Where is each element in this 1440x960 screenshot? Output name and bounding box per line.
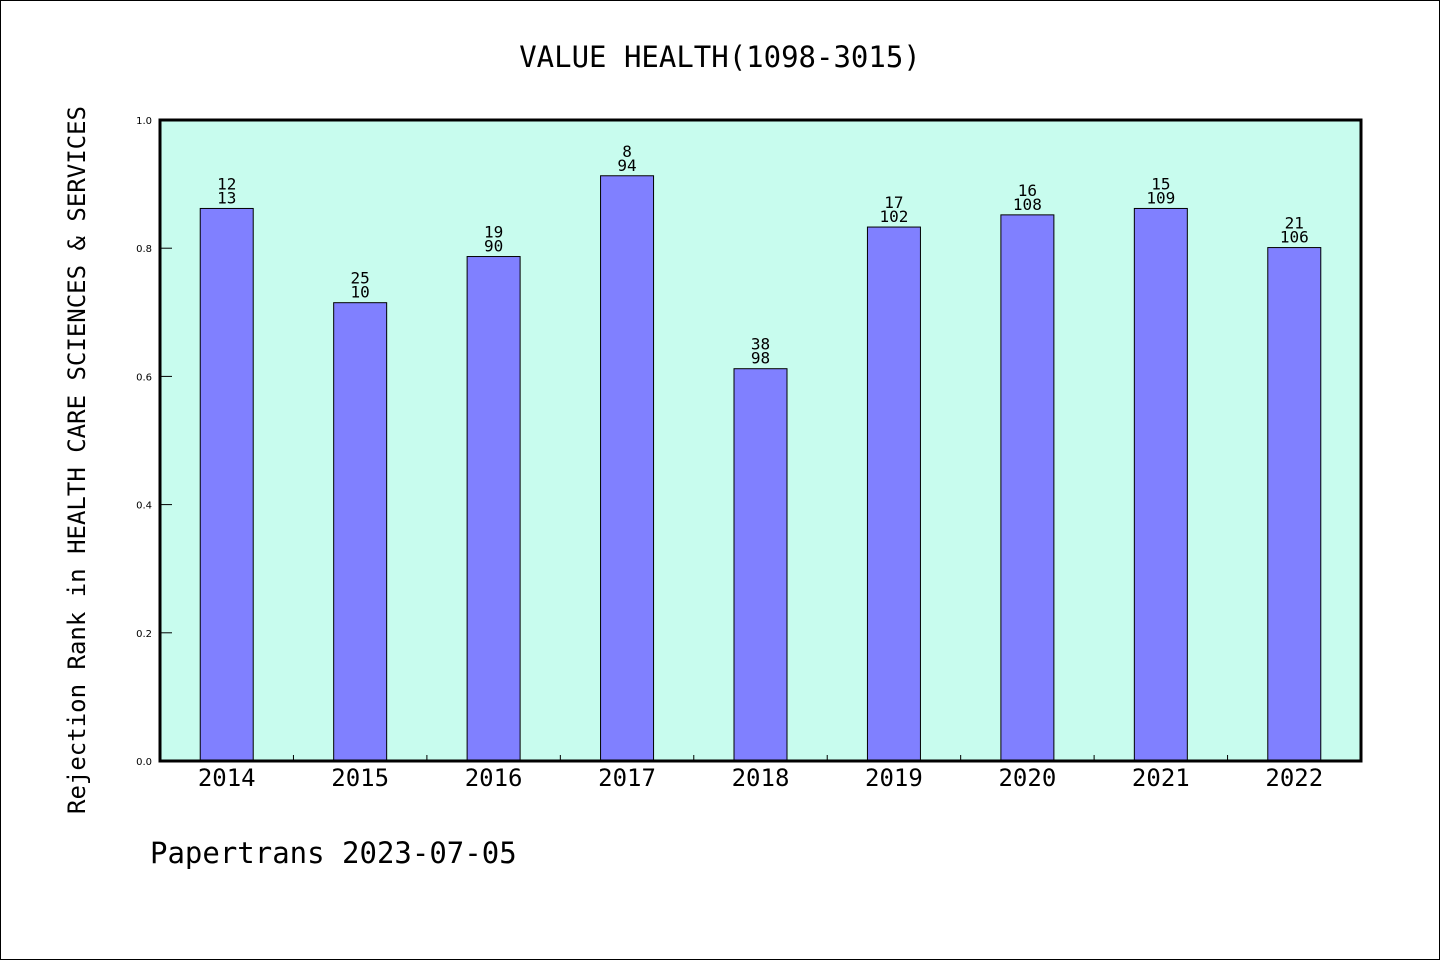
x-tick-label: 2016 xyxy=(465,764,523,792)
y-axis: 0.0 0.2 0.4 0.6 0.8 1.0 xyxy=(136,116,172,768)
bar-label-bottom: 13 xyxy=(217,188,236,207)
chart-title: VALUE HEALTH(1098-3015) xyxy=(519,40,921,74)
x-tick-label: 2019 xyxy=(865,764,923,792)
bar-label-bottom: 90 xyxy=(484,237,503,256)
bar-label-top: 16 xyxy=(1018,181,1037,200)
bar-2020 xyxy=(1000,214,1055,762)
bar-2017 xyxy=(600,175,655,762)
y-tick-label: 1.0 xyxy=(136,116,152,127)
y-tick-label: 0.4 xyxy=(136,501,152,512)
x-tick-label: 2015 xyxy=(331,764,389,792)
bar-2018 xyxy=(733,368,788,762)
y-axis-label: Rejection Rank in HEALTH CARE SCIENCES &… xyxy=(63,106,91,814)
bars xyxy=(199,175,1322,762)
bar-2021 xyxy=(1133,207,1188,762)
bar-label-bottom: 94 xyxy=(617,156,636,175)
bar-label-bottom: 106 xyxy=(1280,228,1309,247)
x-axis: 2014 2015 2016 2017 2018 2019 2020 2021 2022 xyxy=(198,755,1323,792)
y-tick-label: 0.6 xyxy=(136,372,152,383)
x-tick-label: 2020 xyxy=(998,764,1056,792)
bar-2019 xyxy=(866,226,921,762)
bar-label-top: 38 xyxy=(751,335,770,354)
y-tick-label: 0.0 xyxy=(136,757,152,768)
bar-label-bottom: 108 xyxy=(1013,195,1042,214)
y-tick-label: 0.2 xyxy=(136,629,152,640)
bar-label-top: 12 xyxy=(217,174,236,193)
bar-label-top: 19 xyxy=(484,223,503,242)
x-tick-label: 2022 xyxy=(1265,764,1323,792)
x-tick-label: 2014 xyxy=(198,764,256,792)
x-tick-label: 2017 xyxy=(598,764,656,792)
bar-label-top: 17 xyxy=(884,193,903,212)
bar-label-bottom: 10 xyxy=(351,283,370,302)
bar-2014 xyxy=(199,207,254,762)
bar-label-top: 25 xyxy=(351,269,370,288)
bar-label-top: 8 xyxy=(622,142,632,161)
y-tick-label: 0.8 xyxy=(136,244,152,255)
x-tick-label: 2018 xyxy=(732,764,790,792)
bar-label-bottom: 98 xyxy=(751,349,770,368)
footer-text: Papertrans 2023-07-05 xyxy=(150,836,517,870)
plot-border xyxy=(158,118,1363,763)
bar-2022 xyxy=(1267,247,1322,762)
bar-label-bottom: 109 xyxy=(1146,188,1175,207)
bar-label-top: 21 xyxy=(1285,214,1304,233)
bar-2015 xyxy=(333,302,388,762)
bar-label-top: 15 xyxy=(1151,174,1170,193)
bar-label-bottom: 102 xyxy=(879,207,908,226)
x-tick-label: 2021 xyxy=(1132,764,1190,792)
bar-2016 xyxy=(466,256,521,762)
